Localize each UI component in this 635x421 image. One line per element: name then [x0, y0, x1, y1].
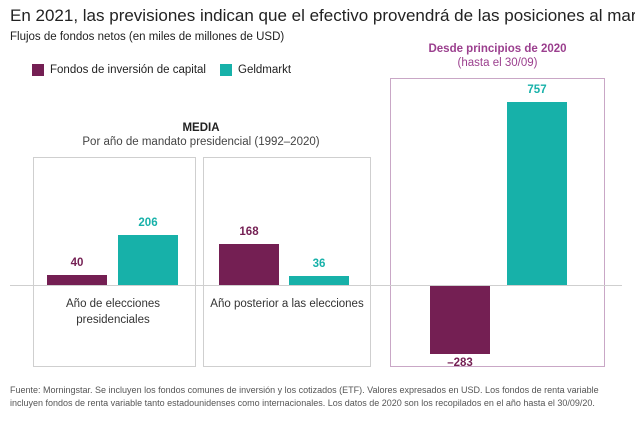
data-label-post-election-money-market: 36	[312, 258, 326, 271]
panel-post-election	[203, 157, 371, 367]
bar-ytd-2020-money-market	[507, 102, 567, 285]
zero-axis-line	[10, 285, 622, 286]
data-label-election-year-money-market: 206	[138, 217, 158, 229]
data-label-ytd-2020-money-market: 757	[527, 84, 547, 96]
data-label-ytd-2020-equity: –283	[447, 357, 473, 370]
bar-post-election-equity	[219, 244, 279, 285]
ytd-subtitle: (hasta el 30/09)	[457, 57, 538, 69]
legend-item-money-market: Geldmarkt	[220, 64, 291, 76]
category-label-post-election: Año posterior a las elecciones	[210, 298, 364, 310]
ytd-title: Desde principios de 2020	[428, 43, 567, 55]
media-subtitle: Por año de mandato presidencial (1992–20…	[82, 136, 320, 148]
chart-title: En 2021, las previsiones indican que el …	[10, 6, 635, 25]
bar-post-election-money-market	[289, 276, 349, 285]
ytd-header: Desde principios de 2020 (hasta el 30/09…	[390, 43, 605, 69]
bar-ytd-2020-equity	[430, 286, 490, 355]
legend: Fondos de inversión de capital Geldmarkt	[32, 64, 305, 76]
media-header: MEDIA Por año de mandato presidencial (1…	[30, 122, 372, 148]
category-label-election-year: Año de elecciones presidenciales	[66, 298, 160, 326]
data-label-post-election-equity: 168	[239, 226, 259, 239]
panel-ytd-2020	[390, 78, 605, 367]
legend-swatch-equity	[32, 64, 44, 76]
bar-election-year-money-market	[118, 235, 178, 285]
footnote: Fuente: Morningstar. Se incluyen los fon…	[10, 385, 599, 408]
legend-label-money-market: Geldmarkt	[238, 64, 292, 76]
chart-subtitle: Flujos de fondos netos (en miles de mill…	[10, 31, 285, 43]
media-title: MEDIA	[182, 122, 220, 134]
legend-item-equity: Fondos de inversión de capital	[32, 64, 206, 76]
data-label-election-year-equity: 40	[70, 257, 84, 270]
panel-election-year	[33, 157, 196, 367]
legend-label-equity: Fondos de inversión de capital	[50, 64, 206, 76]
bar-election-year-equity	[47, 275, 107, 285]
legend-swatch-money-market	[220, 64, 232, 76]
